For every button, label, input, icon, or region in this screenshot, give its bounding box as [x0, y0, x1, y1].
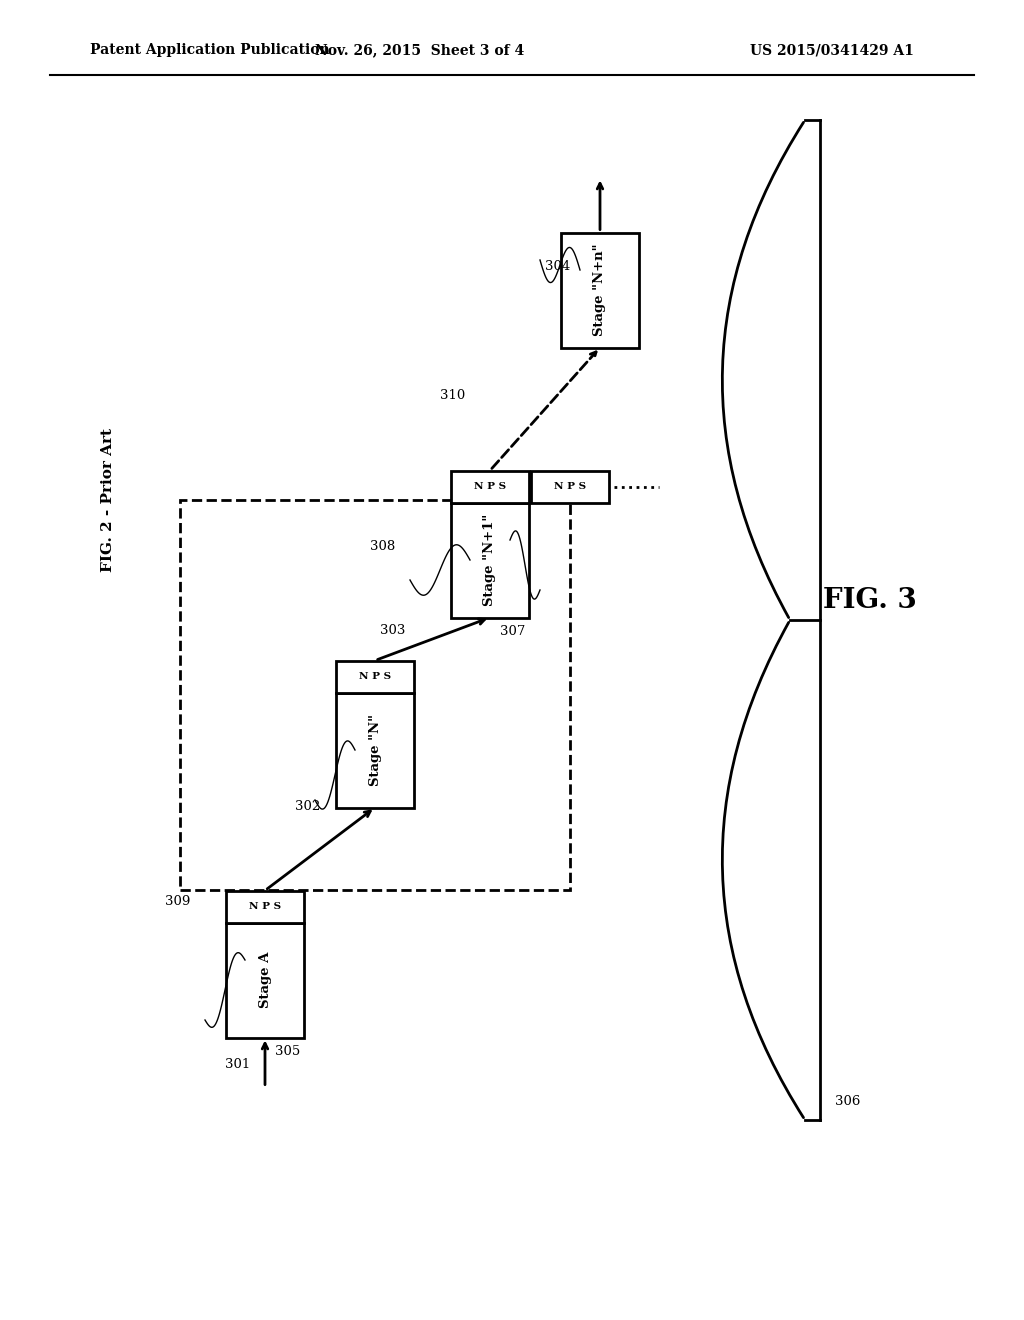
Bar — [226, 891, 304, 923]
Bar — [180, 500, 570, 890]
Text: 306: 306 — [835, 1096, 860, 1107]
Text: N P S: N P S — [554, 482, 586, 491]
Text: Stage "N+n": Stage "N+n" — [594, 244, 606, 337]
Bar — [226, 923, 304, 1038]
Bar — [561, 232, 639, 347]
Text: N P S: N P S — [474, 482, 506, 491]
Bar — [451, 503, 529, 618]
Bar — [336, 693, 414, 808]
Text: US 2015/0341429 A1: US 2015/0341429 A1 — [750, 44, 913, 57]
Text: 302: 302 — [295, 800, 319, 813]
Bar — [336, 660, 414, 693]
Text: FIG. 3: FIG. 3 — [823, 586, 916, 614]
Bar — [451, 470, 529, 503]
Text: 304: 304 — [545, 260, 570, 273]
Text: 309: 309 — [165, 895, 190, 908]
Text: 303: 303 — [380, 624, 406, 638]
Text: 305: 305 — [275, 1045, 300, 1059]
Text: N P S: N P S — [249, 902, 281, 911]
Text: Stage "N": Stage "N" — [369, 714, 382, 785]
Text: Patent Application Publication: Patent Application Publication — [90, 44, 330, 57]
Text: 308: 308 — [370, 540, 395, 553]
Text: 310: 310 — [440, 389, 465, 403]
Text: Stage A: Stage A — [258, 952, 271, 1008]
Text: N P S: N P S — [359, 672, 391, 681]
Text: 301: 301 — [224, 1057, 250, 1071]
Text: Stage "N+1": Stage "N+1" — [483, 513, 497, 606]
Text: 307: 307 — [500, 624, 525, 638]
Text: FIG. 2 - Prior Art: FIG. 2 - Prior Art — [101, 428, 115, 572]
Bar — [531, 470, 609, 503]
Text: Nov. 26, 2015  Sheet 3 of 4: Nov. 26, 2015 Sheet 3 of 4 — [315, 44, 524, 57]
